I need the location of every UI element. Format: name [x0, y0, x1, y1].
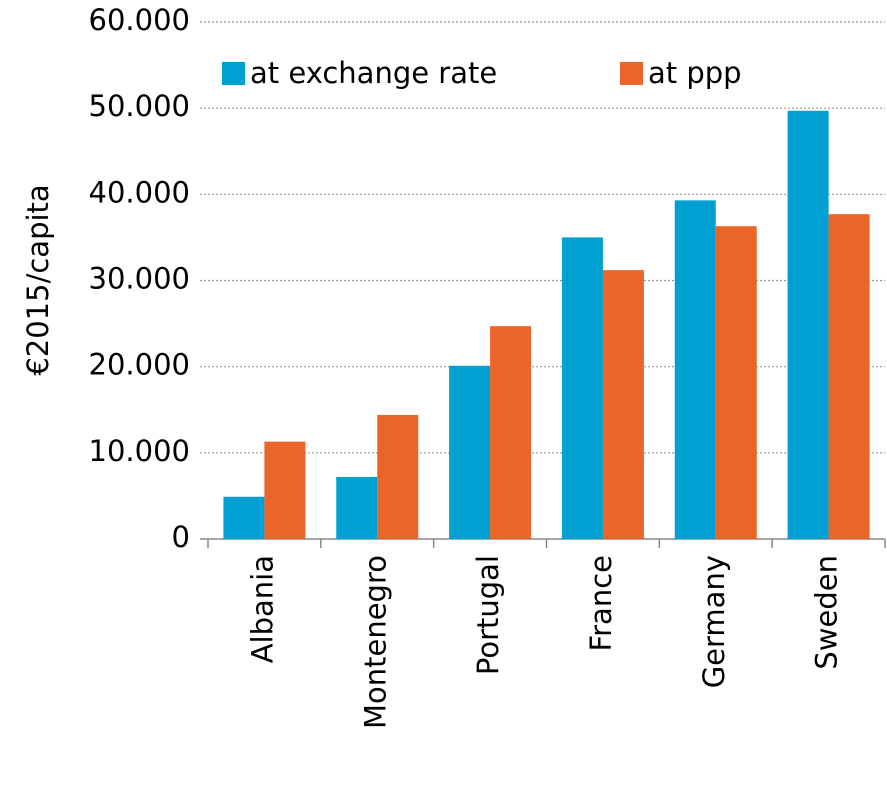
bar — [377, 414, 419, 539]
bar — [674, 200, 716, 540]
bar — [264, 441, 306, 539]
y-tick-label: 10.000 — [89, 434, 190, 468]
bar — [223, 496, 265, 539]
y-axis-label: €2015/capita — [21, 184, 55, 375]
x-tick-label: France — [584, 555, 618, 651]
bar — [561, 237, 603, 539]
x-tick-label: Albania — [245, 555, 279, 663]
bar — [602, 270, 644, 539]
legend-label: at ppp — [648, 56, 742, 90]
bar — [828, 214, 870, 539]
bar — [715, 226, 757, 539]
bar — [787, 110, 829, 540]
y-tick-label: 20.000 — [89, 348, 190, 382]
legend-swatch — [222, 62, 245, 85]
x-tick-label: Montenegro — [358, 555, 392, 729]
x-tick-label: Portugal — [471, 555, 505, 675]
y-tick-label: 0 — [172, 520, 190, 554]
bar — [490, 326, 532, 539]
y-tick-label: 40.000 — [89, 175, 190, 209]
legend-swatch — [620, 62, 643, 85]
x-tick-label: Sweden — [810, 555, 844, 670]
bar — [449, 365, 491, 539]
y-tick-label: 30.000 — [89, 262, 190, 296]
legend-label: at exchange rate — [250, 56, 497, 90]
y-tick-label: 60.000 — [89, 3, 190, 37]
bar — [336, 476, 378, 539]
x-tick-label: Germany — [697, 555, 731, 688]
y-tick-label: 50.000 — [89, 89, 190, 123]
